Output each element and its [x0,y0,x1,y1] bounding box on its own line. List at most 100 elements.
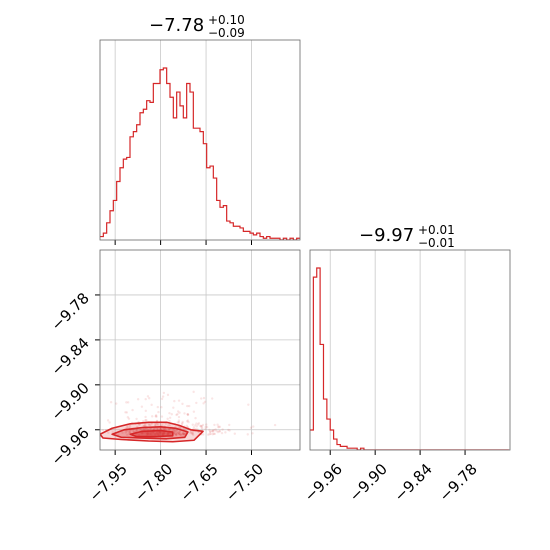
scatter-point [178,432,181,436]
scatter-point [154,424,157,427]
title-param-1-lower: −0.09 [208,26,245,40]
scatter-point [178,411,181,414]
x-tick-label-param-2: −9.90 [346,460,391,505]
scatter-point [126,425,129,428]
title-param-2: −9.97 +0.01 −0.01 [359,223,455,250]
scatter-point [202,396,206,400]
scatter-point [183,433,186,436]
scatter-point [189,431,192,434]
scatter-point [227,428,230,432]
scatter-point [160,397,164,401]
scatter-point [163,427,166,430]
scatter-point [216,430,220,434]
scatter-point [202,402,205,405]
scatter-point [128,429,131,433]
scatter-point [164,428,168,431]
scatter-point [177,415,181,419]
scatter-point [173,433,176,436]
scatter-point [249,426,253,429]
scatter-point [125,411,129,414]
scatter-point [218,430,221,433]
scatter-point [168,411,171,415]
scatter-point [166,417,169,421]
contour-group [100,421,204,443]
scatter-point [161,395,165,398]
scatter-point [213,423,216,427]
scatter-point [168,419,171,423]
scatter-point [215,429,218,433]
scatter-point [144,415,147,419]
scatter-point [179,433,182,436]
scatter-point [156,423,160,426]
scatter-point [211,429,215,432]
contour-inner [129,429,174,438]
scatter-point [211,397,214,400]
scatter-point [224,431,227,434]
scatter-point [160,406,163,409]
scatter-point [173,430,176,433]
scatter-point [156,405,160,409]
x-tick-label-param-1: −7.50 [222,460,267,505]
scatter-point [194,424,197,427]
scatter-point [163,427,166,430]
scatter-point [216,423,219,426]
scatter-point [171,428,175,431]
x-tick-label-param-2: −9.96 [301,460,346,505]
scatter-point [220,431,224,435]
scatter-point [149,423,152,427]
scatter-point [181,422,184,425]
scatter-point [208,430,212,434]
scatter-point [247,403,250,406]
scatter-point [144,422,147,426]
scatter-point [109,401,113,404]
scatter-point [176,410,180,413]
scatter-point [209,432,212,436]
scatter-point [203,400,207,403]
scatter-point [217,425,220,428]
scatter-point [185,424,189,428]
scatter-point [182,432,185,435]
panel-histogram-param-1 [99,39,301,245]
scatter-point [172,406,175,409]
title-param-1-value: −7.78 [149,15,204,36]
scatter-point [144,419,147,422]
scatter-point [146,395,150,398]
scatter-point [228,423,231,427]
scatter-point [144,397,147,401]
scatter-point [174,433,178,436]
scatter-point [177,433,181,436]
scatter-point [228,429,231,432]
scatter-point [106,419,110,422]
scatter-point [150,403,153,407]
scatter-point [200,397,203,400]
histogram-step-param-2 [310,267,509,450]
scatter-point [181,431,185,435]
scatter-point [176,431,180,434]
scatter-point [186,419,190,422]
scatter-point [101,428,104,432]
scatter-point [167,424,170,427]
scatter-point [191,433,195,437]
scatter-point [205,423,208,426]
scatter-point [195,401,198,405]
scatter-point [201,427,204,430]
scatter-point [136,398,140,401]
scatter-point [183,412,186,415]
scatter-point [179,433,183,437]
scatter-point [135,429,138,432]
scatter-point [127,417,131,420]
title-param-2-lower: −0.01 [418,236,455,250]
scatter-point [125,433,129,436]
scatter-point [125,430,128,433]
scatter-point [175,432,179,435]
scatter-point [162,427,165,431]
scatter-point [121,431,124,435]
scatter-point [176,421,179,424]
scatter-point [204,427,207,431]
scatter-point [187,420,190,424]
scatter-point [173,429,177,433]
scatter-point [214,428,217,431]
scatter-point [180,423,184,426]
scatter-point [175,429,178,432]
